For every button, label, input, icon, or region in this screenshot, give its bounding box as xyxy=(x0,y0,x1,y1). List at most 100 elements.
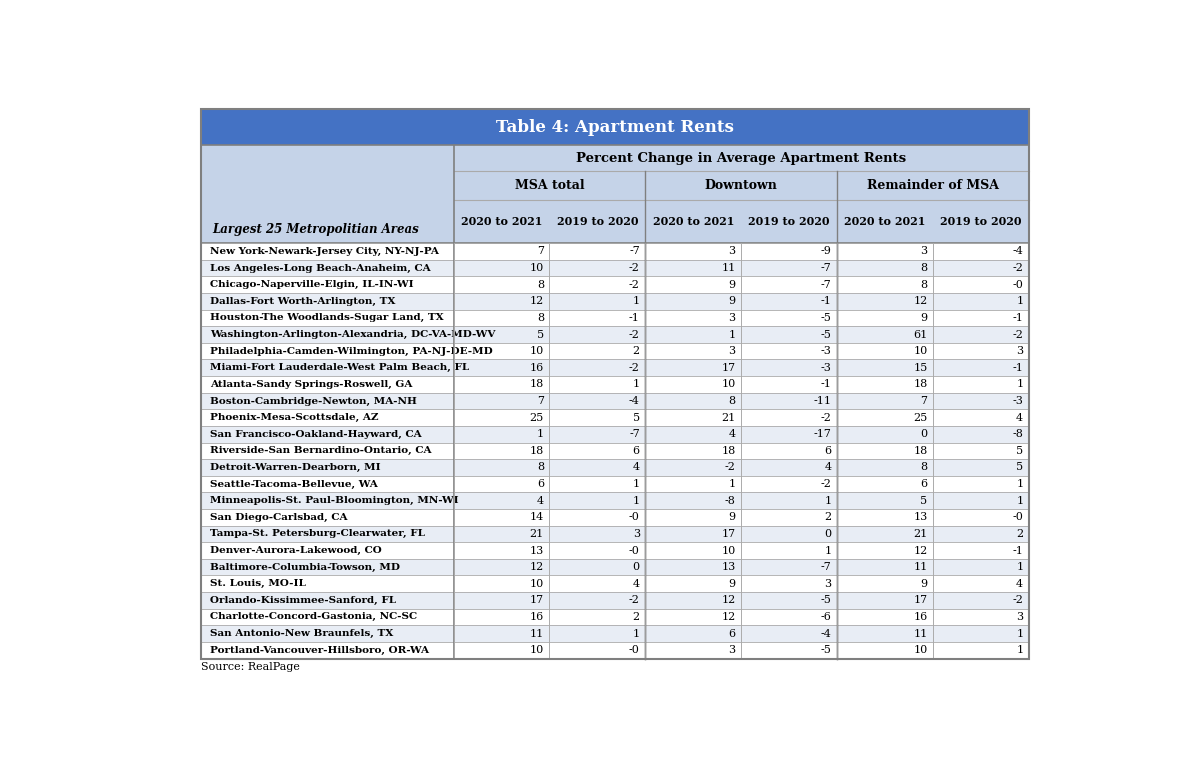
Text: 1: 1 xyxy=(632,479,640,489)
Bar xyxy=(202,459,1028,476)
Text: 2019 to 2020: 2019 to 2020 xyxy=(557,216,638,227)
Text: 11: 11 xyxy=(721,263,736,273)
Text: New York-Newark-Jersey City, NY-NJ-PA: New York-Newark-Jersey City, NY-NJ-PA xyxy=(210,247,439,256)
Text: Phoenix-Mesa-Scottsdale, AZ: Phoenix-Mesa-Scottsdale, AZ xyxy=(210,413,379,422)
Text: 4: 4 xyxy=(1016,412,1024,423)
Text: -7: -7 xyxy=(629,430,640,439)
Text: 6: 6 xyxy=(920,479,928,489)
Text: -3: -3 xyxy=(1013,396,1024,406)
Text: 7: 7 xyxy=(536,396,544,406)
Text: -1: -1 xyxy=(629,313,640,323)
Bar xyxy=(932,200,1028,243)
Text: Atlanta-Sandy Springs-Roswell, GA: Atlanta-Sandy Springs-Roswell, GA xyxy=(210,380,413,389)
Text: San Antonio-New Braunfels, TX: San Antonio-New Braunfels, TX xyxy=(210,629,394,638)
Text: Dallas-Fort Worth-Arlington, TX: Dallas-Fort Worth-Arlington, TX xyxy=(210,297,396,306)
Text: 2: 2 xyxy=(824,512,832,522)
Text: -4: -4 xyxy=(1013,246,1024,256)
Text: 15: 15 xyxy=(913,363,928,372)
Text: 11: 11 xyxy=(913,562,928,572)
Text: Minneapolis-St. Paul-Bloomington, MN-WI: Minneapolis-St. Paul-Bloomington, MN-WI xyxy=(210,496,460,505)
Text: 12: 12 xyxy=(913,296,928,307)
Text: 1: 1 xyxy=(1016,379,1024,390)
Text: 21: 21 xyxy=(529,529,544,539)
Text: 9: 9 xyxy=(728,296,736,307)
Text: 8: 8 xyxy=(536,463,544,473)
Text: -1: -1 xyxy=(821,296,832,307)
Text: Boston-Cambridge-Newton, MA-NH: Boston-Cambridge-Newton, MA-NH xyxy=(210,397,418,405)
Bar xyxy=(202,626,1028,642)
Text: 10: 10 xyxy=(721,379,736,390)
Bar xyxy=(454,171,646,200)
Text: Miami-Fort Lauderdale-West Palm Beach, FL: Miami-Fort Lauderdale-West Palm Beach, F… xyxy=(210,363,469,372)
Text: 10: 10 xyxy=(529,263,544,273)
Text: 17: 17 xyxy=(721,363,736,372)
Text: 7: 7 xyxy=(920,396,928,406)
Text: 13: 13 xyxy=(913,512,928,522)
Text: 2020 to 2021: 2020 to 2021 xyxy=(845,216,925,227)
Text: 9: 9 xyxy=(728,512,736,522)
Text: -5: -5 xyxy=(821,313,832,323)
Text: Table 4: Apartment Rents: Table 4: Apartment Rents xyxy=(496,119,734,136)
Text: -0: -0 xyxy=(1013,512,1024,522)
Bar xyxy=(202,592,1028,608)
Text: Detroit-Warren-Dearborn, MI: Detroit-Warren-Dearborn, MI xyxy=(210,463,382,472)
Text: 1: 1 xyxy=(728,329,736,339)
Text: 1: 1 xyxy=(1016,629,1024,639)
Text: -2: -2 xyxy=(1013,263,1024,273)
Bar xyxy=(202,642,1028,659)
Bar xyxy=(742,200,838,243)
Text: Baltimore-Columbia-Towson, MD: Baltimore-Columbia-Towson, MD xyxy=(210,563,401,572)
Text: 9: 9 xyxy=(920,579,928,589)
Text: 3: 3 xyxy=(728,246,736,256)
Text: Houston-The Woodlands-Sugar Land, TX: Houston-The Woodlands-Sugar Land, TX xyxy=(210,314,444,322)
Text: 7: 7 xyxy=(536,246,544,256)
Text: 16: 16 xyxy=(913,612,928,622)
Text: 11: 11 xyxy=(913,629,928,639)
Text: 9: 9 xyxy=(728,280,736,290)
Text: Washington-Arlington-Alexandria, DC-VA-MD-WV: Washington-Arlington-Alexandria, DC-VA-M… xyxy=(210,330,496,339)
Text: Denver-Aurora-Lakewood, CO: Denver-Aurora-Lakewood, CO xyxy=(210,546,382,555)
Text: 12: 12 xyxy=(913,546,928,556)
Text: -6: -6 xyxy=(821,612,832,622)
Text: 17: 17 xyxy=(529,595,544,605)
Text: 3: 3 xyxy=(1016,347,1024,356)
Text: -2: -2 xyxy=(821,412,832,423)
Text: 1: 1 xyxy=(1016,495,1024,506)
Text: Chicago-Naperville-Elgin, IL-IN-WI: Chicago-Naperville-Elgin, IL-IN-WI xyxy=(210,280,414,289)
Text: Downtown: Downtown xyxy=(704,179,778,192)
Text: -4: -4 xyxy=(629,396,640,406)
Text: 3: 3 xyxy=(728,347,736,356)
Text: Orlando-Kissimmee-Sanford, FL: Orlando-Kissimmee-Sanford, FL xyxy=(210,596,396,605)
Text: 5: 5 xyxy=(1016,463,1024,473)
Text: -9: -9 xyxy=(821,246,832,256)
Text: 21: 21 xyxy=(721,412,736,423)
Text: -1: -1 xyxy=(1013,313,1024,323)
Bar xyxy=(202,260,1028,277)
Bar xyxy=(202,559,1028,575)
Text: 6: 6 xyxy=(824,446,832,456)
Bar xyxy=(202,109,1028,145)
Bar xyxy=(202,442,1028,459)
Text: 1: 1 xyxy=(1016,645,1024,655)
Text: 12: 12 xyxy=(721,595,736,605)
Text: 8: 8 xyxy=(920,463,928,473)
Text: -4: -4 xyxy=(821,629,832,639)
Text: 5: 5 xyxy=(1016,446,1024,456)
Bar xyxy=(202,525,1028,543)
Text: 18: 18 xyxy=(913,379,928,390)
Bar xyxy=(202,543,1028,559)
Text: -7: -7 xyxy=(821,562,832,572)
Text: 1: 1 xyxy=(632,296,640,307)
Text: 12: 12 xyxy=(529,296,544,307)
Text: 4: 4 xyxy=(632,463,640,473)
Text: -3: -3 xyxy=(821,347,832,356)
Text: -11: -11 xyxy=(814,396,832,406)
Text: Tampa-St. Petersburg-Clearwater, FL: Tampa-St. Petersburg-Clearwater, FL xyxy=(210,529,426,539)
Text: 0: 0 xyxy=(824,529,832,539)
Text: Remainder of MSA: Remainder of MSA xyxy=(866,179,998,192)
Text: 6: 6 xyxy=(536,479,544,489)
Text: 1: 1 xyxy=(1016,562,1024,572)
Text: 4: 4 xyxy=(536,495,544,506)
Text: 8: 8 xyxy=(920,263,928,273)
Text: 1: 1 xyxy=(536,430,544,439)
